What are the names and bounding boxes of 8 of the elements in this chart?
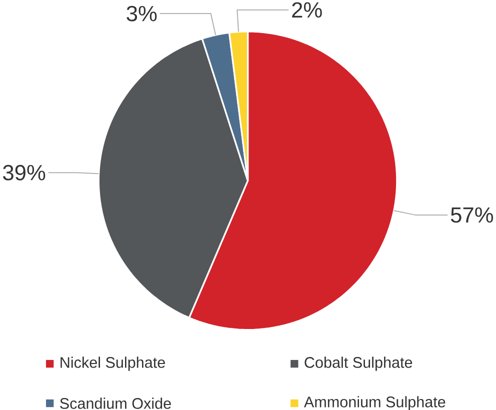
data-label: 39%: [3, 164, 46, 180]
legend-label: Ammonium Sulphate: [304, 396, 446, 410]
legend-label: Nickel Sulphate: [60, 356, 165, 371]
data-label: 57%: [450, 207, 494, 222]
data-label: 2%: [292, 2, 322, 18]
legend-label: Cobalt Sulphate: [304, 356, 412, 371]
data-label: 3%: [126, 6, 157, 22]
legend-label: Scandium Oxide: [60, 397, 171, 409]
